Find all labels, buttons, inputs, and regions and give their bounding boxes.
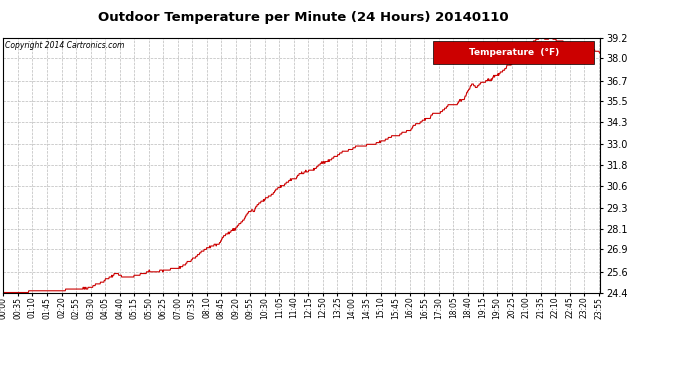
FancyBboxPatch shape bbox=[433, 41, 594, 64]
Text: Outdoor Temperature per Minute (24 Hours) 20140110: Outdoor Temperature per Minute (24 Hours… bbox=[98, 11, 509, 24]
Text: Temperature  (°F): Temperature (°F) bbox=[469, 48, 559, 57]
Text: Copyright 2014 Cartronics.com: Copyright 2014 Cartronics.com bbox=[5, 41, 124, 50]
